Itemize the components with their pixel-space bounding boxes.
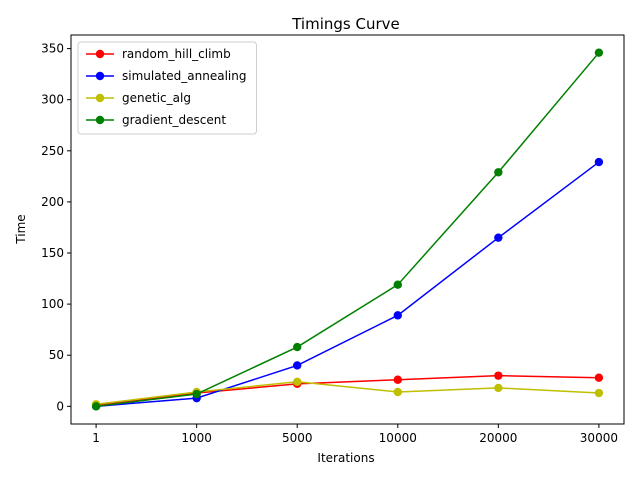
- y-tick-label: 150: [41, 246, 64, 260]
- legend-frame: [77, 41, 257, 135]
- y-tick-label: 200: [41, 195, 64, 209]
- series-line: [96, 381, 599, 406]
- y-tick-label: 0: [56, 399, 64, 413]
- data-point: [594, 48, 604, 57]
- x-axis-label: Iterations: [317, 451, 374, 465]
- legend-item: genetic_alg: [86, 91, 191, 105]
- y-tick-label: 250: [41, 144, 64, 158]
- data-point: [594, 388, 604, 398]
- legend-marker: [95, 93, 105, 103]
- data-point: [494, 168, 503, 177]
- legend-marker: [95, 49, 105, 59]
- data-point: [393, 311, 402, 320]
- legend-item: random_hill_climb: [86, 47, 231, 61]
- x-tick-label: 20000: [479, 431, 517, 445]
- x-tick-label: 10000: [379, 431, 417, 445]
- data-point: [393, 387, 402, 397]
- legend: random_hill_climb simulated_annealinggene…: [77, 41, 257, 135]
- legend-label: simulated_annealing: [122, 69, 246, 83]
- series-line: [96, 374, 599, 407]
- ticks-layer: 1 1000 5000 10000 20000 30000 0 50 100 150 200 250 3…: [41, 42, 618, 445]
- legend-marker: [95, 71, 105, 81]
- legend-marker: [95, 115, 105, 125]
- data-point: [91, 402, 101, 411]
- legend-item: simulated_annealing: [86, 69, 246, 83]
- series-gradient-descent: [91, 48, 604, 411]
- data-point: [494, 233, 503, 242]
- y-tick-label: 300: [41, 93, 64, 107]
- data-point: [494, 383, 503, 393]
- data-point: [393, 280, 402, 289]
- x-tick-label: 1: [92, 431, 100, 445]
- y-axis-label: Time: [14, 214, 28, 244]
- data-point: [594, 157, 604, 167]
- chart-title: Timings Curve: [291, 15, 400, 33]
- data-point: [192, 389, 201, 399]
- data-point: [293, 377, 302, 386]
- series-layer: [91, 48, 604, 411]
- x-tick-label: 1000: [181, 431, 212, 445]
- series-line: [96, 52, 600, 408]
- plot-frame: [70, 34, 625, 425]
- legend-label: gradient_descent: [122, 113, 226, 127]
- y-tick-label: 350: [41, 42, 64, 56]
- data-point: [293, 361, 302, 370]
- legend-label: random_hill_climb: [122, 47, 231, 61]
- x-tick-label: 30000: [580, 431, 618, 445]
- y-tick-label: 50: [49, 348, 64, 362]
- data-point: [293, 342, 302, 352]
- legend-item: gradient_descent: [86, 113, 226, 127]
- x-tick-label: 5000: [282, 431, 313, 445]
- y-tick-label: 100: [41, 297, 64, 311]
- legend-label: genetic_alg: [122, 91, 191, 105]
- data-point: [393, 375, 402, 384]
- data-point: [494, 371, 503, 380]
- series-line: [96, 161, 600, 408]
- data-point: [594, 373, 604, 382]
